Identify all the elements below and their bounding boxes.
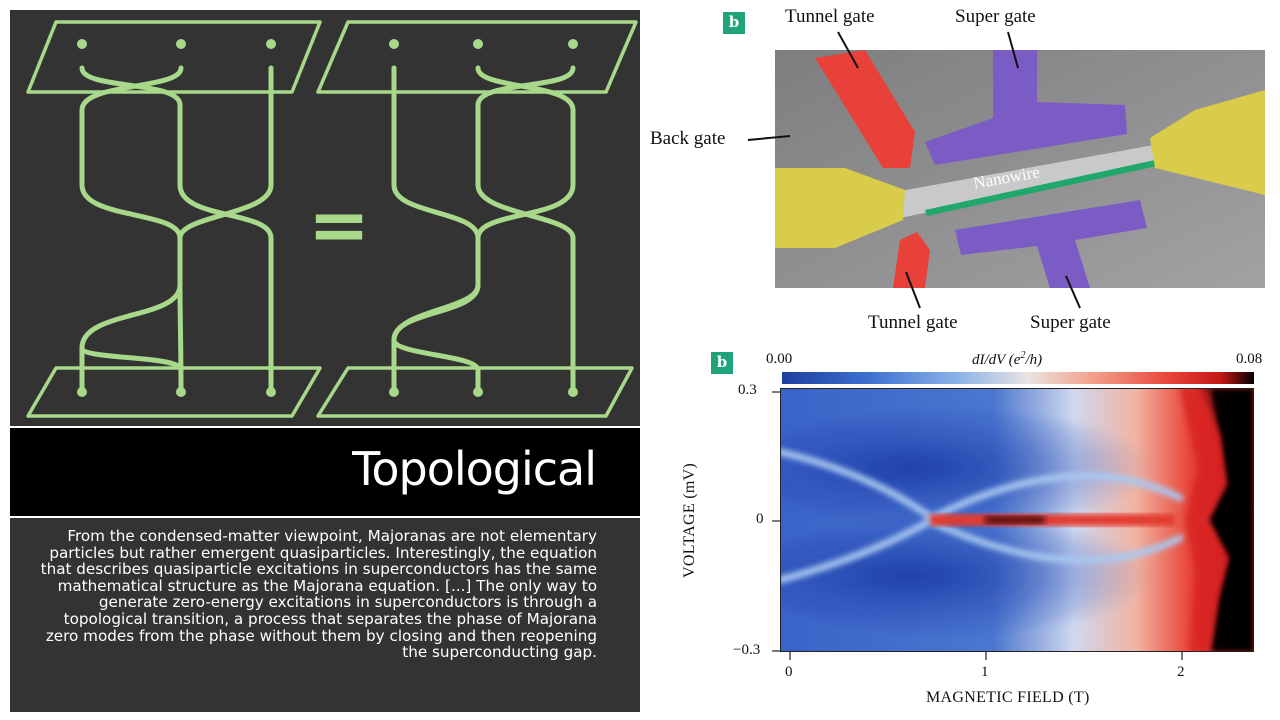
tunnel-gate-top-label: Tunnel gate bbox=[785, 6, 875, 27]
top-peg bbox=[568, 39, 578, 49]
bottom-plate-left bbox=[26, 366, 322, 418]
top-peg bbox=[473, 39, 483, 49]
heatmap-lobe bbox=[780, 410, 1150, 526]
top-peg bbox=[266, 39, 276, 49]
nanowire-edge bbox=[925, 160, 1157, 216]
gap-edge-upper bbox=[780, 448, 936, 522]
leader-line bbox=[1007, 31, 1019, 69]
colorbar-min-label: 0.00 bbox=[766, 351, 793, 367]
heatmap-svg bbox=[780, 388, 1254, 652]
plot-panel-label: b bbox=[711, 352, 733, 374]
leader-line bbox=[747, 135, 791, 141]
super-gate-top bbox=[925, 50, 1127, 165]
quote-panel: From the condensed-matter viewpoint, Maj… bbox=[10, 518, 640, 712]
colorbar bbox=[782, 372, 1254, 384]
leader-line bbox=[837, 31, 859, 69]
equals-sign: = bbox=[308, 182, 371, 268]
super-gate-top-label: Super gate bbox=[955, 6, 1036, 27]
top-plate-right bbox=[316, 20, 638, 94]
quote-text: From the condensed-matter viewpoint, Maj… bbox=[40, 527, 597, 662]
braid-strand bbox=[391, 65, 481, 241]
nanowire bbox=[895, 142, 1175, 218]
gap-reopen-upper bbox=[928, 472, 1184, 522]
braid-strand bbox=[391, 282, 481, 343]
braid-strand bbox=[79, 345, 184, 373]
colorbar-label-part: /h) bbox=[1025, 352, 1043, 368]
braid-strand bbox=[475, 65, 576, 395]
back-gate-label: Back gate bbox=[650, 128, 726, 149]
right-contact bbox=[1150, 90, 1265, 195]
high-field-edge bbox=[1180, 388, 1228, 652]
braid-strand bbox=[391, 337, 481, 395]
braid-diagram-svg bbox=[26, 20, 638, 418]
top-peg bbox=[389, 39, 399, 49]
gap-edge-lower bbox=[780, 516, 936, 584]
tunnel-gate-top bbox=[815, 50, 915, 168]
colorbar-label-part: dI/dV (e bbox=[972, 352, 1021, 368]
leader-line bbox=[905, 271, 921, 309]
heatmap bbox=[780, 388, 1254, 652]
title-bar: Topological bbox=[10, 428, 640, 516]
y-tick-label: 0.3 bbox=[738, 382, 757, 398]
x-axis-label: MAGNETIC FIELD (T) bbox=[926, 689, 1090, 706]
colorbar-label: dI/dV (e2/h) bbox=[972, 350, 1042, 369]
colorbar-max-label: 0.08 bbox=[1236, 351, 1263, 367]
bottom-plate-right bbox=[316, 366, 634, 418]
leader-line bbox=[1065, 275, 1081, 309]
x-tick-label: 2 bbox=[1177, 664, 1185, 680]
top-plate-left bbox=[26, 20, 322, 94]
colorbar-label-exponent: 2 bbox=[1020, 350, 1026, 361]
tunnel-gate-bottom-label: Tunnel gate bbox=[868, 312, 958, 333]
plot-frame bbox=[780, 388, 1254, 652]
braid-strand bbox=[79, 65, 184, 395]
high-field-region bbox=[1200, 388, 1254, 652]
gap-reopen-lower bbox=[928, 518, 1184, 564]
braid-diagram: = bbox=[10, 10, 640, 426]
device-micrograph: Nanowire bbox=[775, 50, 1265, 288]
x-tick-label: 1 bbox=[981, 664, 989, 680]
tunnel-gate-bottom bbox=[893, 232, 930, 288]
zero-bias-peak-core bbox=[985, 516, 1045, 524]
braid-strand bbox=[177, 65, 274, 288]
y-axis-label: VOLTAGE (mV) bbox=[681, 462, 698, 578]
y-tick-label: 0 bbox=[756, 511, 764, 527]
device-micrograph-svg bbox=[775, 50, 1265, 288]
braid-strand bbox=[177, 282, 184, 395]
top-peg bbox=[77, 39, 87, 49]
y-tick-label: −0.3 bbox=[733, 642, 761, 658]
device-panel-label: b bbox=[723, 12, 745, 34]
super-gate-bottom bbox=[955, 200, 1147, 288]
super-gate-bottom-label: Super gate bbox=[1030, 312, 1111, 333]
top-peg bbox=[176, 39, 186, 49]
left-contact bbox=[775, 168, 905, 248]
slide-title: Topological bbox=[352, 442, 597, 496]
x-tick-label: 0 bbox=[785, 664, 793, 680]
